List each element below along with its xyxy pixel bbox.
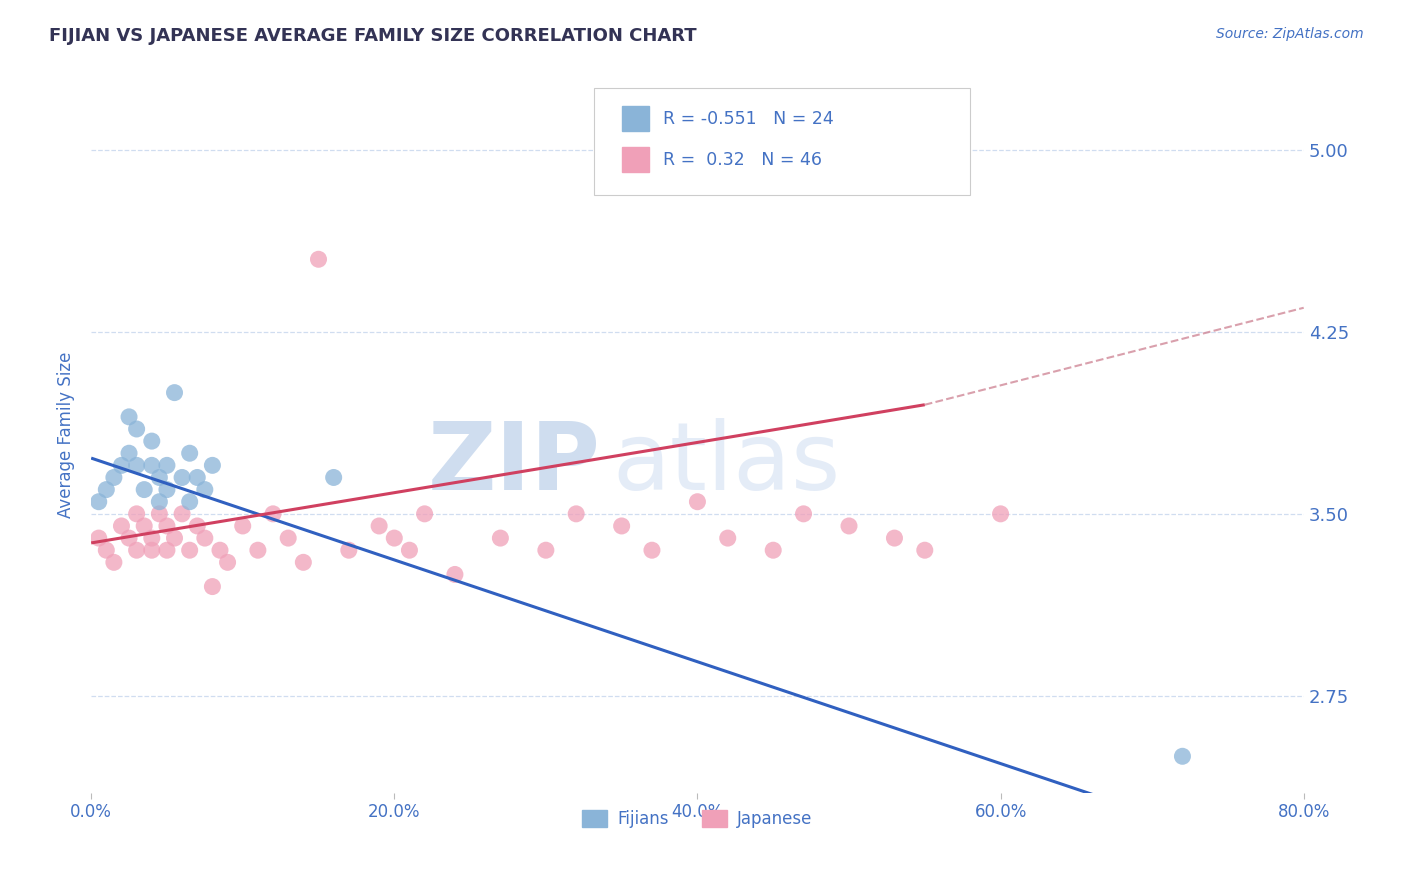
Point xyxy=(148,470,170,484)
Point xyxy=(1171,749,1194,764)
Point xyxy=(125,422,148,436)
Text: Source: ZipAtlas.com: Source: ZipAtlas.com xyxy=(1216,27,1364,41)
Point xyxy=(148,494,170,508)
Point xyxy=(156,519,179,533)
Text: R = -0.551   N = 24: R = -0.551 N = 24 xyxy=(664,110,834,128)
Point xyxy=(717,531,740,545)
Point xyxy=(141,458,163,473)
Point xyxy=(990,507,1012,521)
Point xyxy=(110,519,132,533)
Point xyxy=(179,446,201,460)
Point xyxy=(208,543,231,558)
Point xyxy=(194,531,217,545)
Point xyxy=(322,470,344,484)
Point xyxy=(141,531,163,545)
Point xyxy=(125,543,148,558)
Point xyxy=(292,555,315,569)
Point xyxy=(610,519,633,533)
Point xyxy=(156,483,179,497)
Point xyxy=(134,519,156,533)
Point xyxy=(201,458,224,473)
Point xyxy=(156,543,179,558)
Point xyxy=(793,507,815,521)
Point xyxy=(686,494,709,508)
Point xyxy=(103,470,125,484)
Point xyxy=(118,446,141,460)
Point xyxy=(163,531,186,545)
Point xyxy=(179,543,201,558)
Point xyxy=(762,543,785,558)
Y-axis label: Average Family Size: Average Family Size xyxy=(58,351,75,518)
Text: ZIP: ZIP xyxy=(427,417,600,509)
Point xyxy=(413,507,436,521)
Text: R =  0.32   N = 46: R = 0.32 N = 46 xyxy=(664,151,823,169)
Point xyxy=(134,483,156,497)
Point xyxy=(277,531,299,545)
Point xyxy=(217,555,239,569)
Point xyxy=(838,519,860,533)
Point xyxy=(87,494,110,508)
Point xyxy=(87,531,110,545)
Point xyxy=(444,567,467,582)
Point xyxy=(118,531,141,545)
Point xyxy=(172,507,194,521)
Point xyxy=(641,543,664,558)
Point xyxy=(141,434,163,449)
Point xyxy=(489,531,512,545)
Point xyxy=(914,543,936,558)
Point xyxy=(186,470,208,484)
Point xyxy=(201,580,224,594)
Point xyxy=(186,519,208,533)
Bar xyxy=(623,147,650,172)
Point xyxy=(125,458,148,473)
Point xyxy=(337,543,360,558)
Point xyxy=(179,494,201,508)
Legend: Fijians, Japanese: Fijians, Japanese xyxy=(575,803,820,834)
Text: atlas: atlas xyxy=(613,417,841,509)
Point xyxy=(398,543,420,558)
Point xyxy=(368,519,391,533)
Point xyxy=(141,543,163,558)
Point xyxy=(103,555,125,569)
FancyBboxPatch shape xyxy=(595,88,970,195)
Point xyxy=(118,409,141,424)
Point xyxy=(194,483,217,497)
Point xyxy=(232,519,254,533)
Point xyxy=(382,531,405,545)
Point xyxy=(565,507,588,521)
Point xyxy=(308,252,330,267)
Point xyxy=(172,470,194,484)
Point xyxy=(148,507,170,521)
Point xyxy=(110,458,132,473)
Point xyxy=(125,507,148,521)
Point xyxy=(96,483,118,497)
Point xyxy=(534,543,557,558)
Point xyxy=(96,543,118,558)
Point xyxy=(883,531,905,545)
Bar xyxy=(623,106,650,131)
Point xyxy=(246,543,269,558)
Point xyxy=(262,507,284,521)
Point xyxy=(163,385,186,400)
Point xyxy=(156,458,179,473)
Text: FIJIAN VS JAPANESE AVERAGE FAMILY SIZE CORRELATION CHART: FIJIAN VS JAPANESE AVERAGE FAMILY SIZE C… xyxy=(49,27,697,45)
